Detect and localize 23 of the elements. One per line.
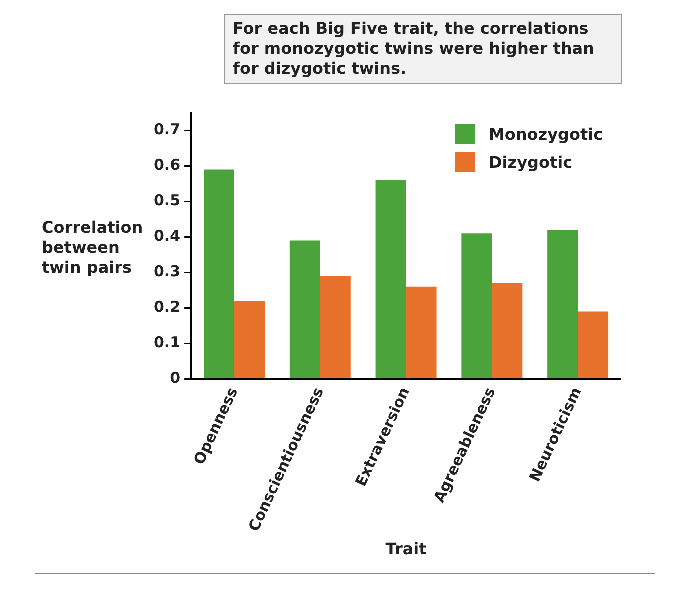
x-axis-title: Trait bbox=[386, 540, 428, 559]
y-tick-label: 0.7 bbox=[154, 120, 181, 139]
chart-title: For each Big Five trait, the correlations for monozygotic twins were higher than for dizygotic twins. bbox=[224, 14, 622, 84]
y-tick-label: 0.1 bbox=[154, 334, 181, 352]
y-tick-label: 0.5 bbox=[154, 192, 181, 210]
bar bbox=[376, 180, 406, 378]
bar bbox=[492, 283, 523, 378]
bar bbox=[406, 286, 437, 378]
y-tick-label: 0.2 bbox=[154, 298, 181, 316]
legend-label: Dizygotic bbox=[489, 152, 573, 172]
bar bbox=[548, 230, 578, 378]
bar bbox=[320, 276, 351, 378]
y-tick-label: 0.3 bbox=[154, 262, 181, 281]
y-tick-label: 0.6 bbox=[154, 156, 181, 174]
bar bbox=[290, 240, 320, 378]
y-axis-title: Correlation between twin pairs bbox=[42, 218, 144, 277]
y-tick-label: 0.4 bbox=[154, 227, 181, 246]
bar bbox=[204, 170, 235, 378]
bar bbox=[578, 312, 609, 378]
y-tick-label: 0 bbox=[170, 369, 181, 388]
bar bbox=[234, 301, 266, 378]
bar bbox=[462, 234, 492, 378]
legend-label: Monozygotic bbox=[489, 124, 604, 144]
